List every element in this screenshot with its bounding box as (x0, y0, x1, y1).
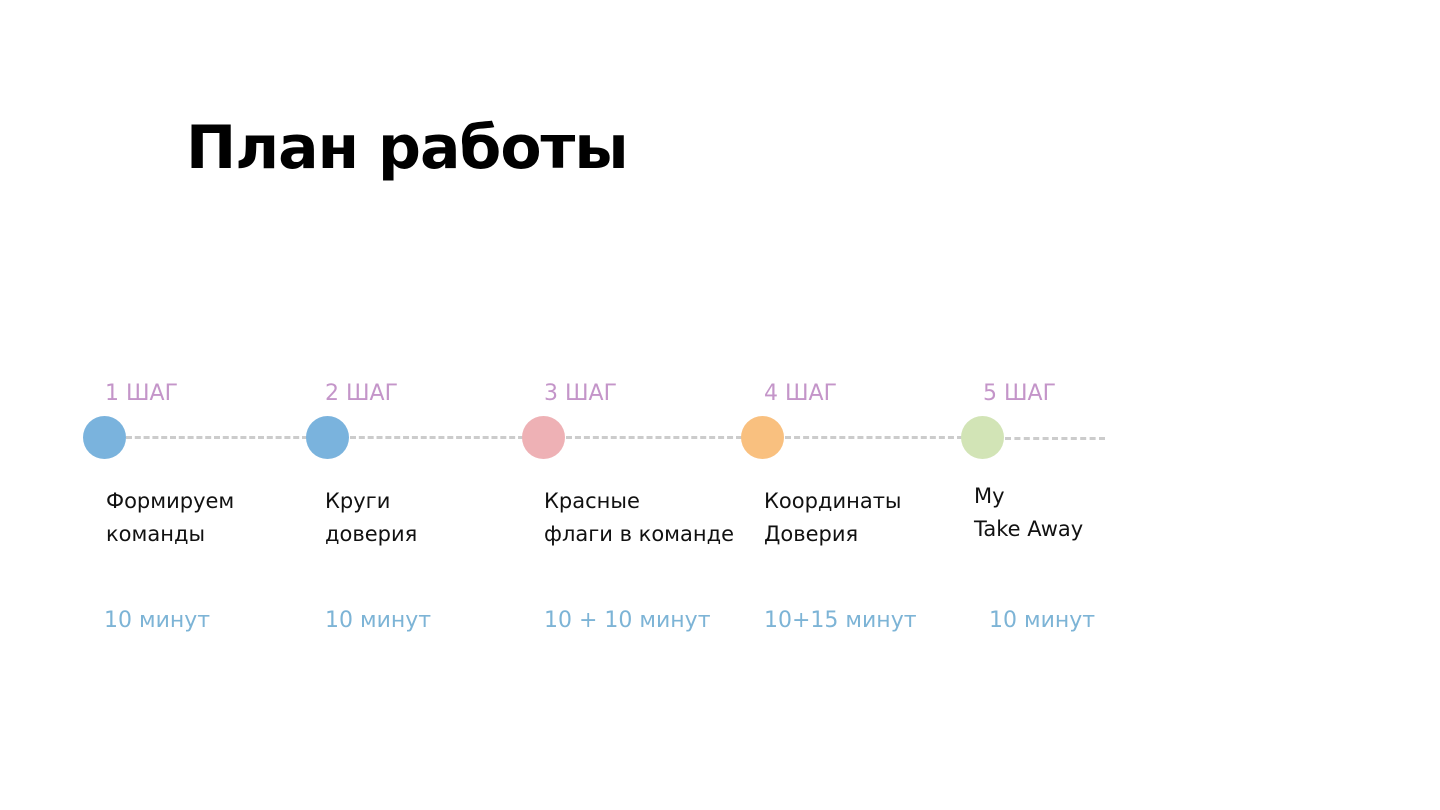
timeline-connector (1005, 437, 1105, 440)
step-5-label: 5 ШАГ (983, 381, 1056, 406)
page-title: План работы (186, 113, 629, 183)
timeline-connector (126, 436, 308, 439)
step-1-duration: 10 минут (104, 608, 211, 633)
step-4-marker (741, 416, 784, 459)
step-1-marker (83, 416, 126, 459)
step-1-name: Формируем команды (106, 489, 235, 546)
step-2-label: 2 ШАГ (325, 381, 398, 406)
step-2-name: Круги доверия (325, 489, 418, 546)
timeline-connector (785, 436, 963, 439)
step-3-marker (522, 416, 565, 459)
step-5-duration: 10 минут (989, 608, 1096, 633)
step-2-duration: 10 минут (325, 608, 432, 633)
step-3-duration: 10 + 10 минут (544, 608, 711, 633)
step-5-name: My Take Away (974, 484, 1084, 541)
step-2-marker (306, 416, 349, 459)
step-1-label: 1 ШАГ (105, 381, 178, 406)
step-5-marker (961, 416, 1004, 459)
timeline-connector (350, 436, 524, 439)
step-4-duration: 10+15 минут (764, 608, 917, 633)
step-3-name: Красные флаги в команде (544, 489, 735, 546)
step-4-label: 4 ШАГ (764, 381, 837, 406)
step-3-label: 3 ШАГ (544, 381, 617, 406)
step-4-name: Координаты Доверия (764, 489, 902, 546)
timeline-connector (566, 436, 742, 439)
